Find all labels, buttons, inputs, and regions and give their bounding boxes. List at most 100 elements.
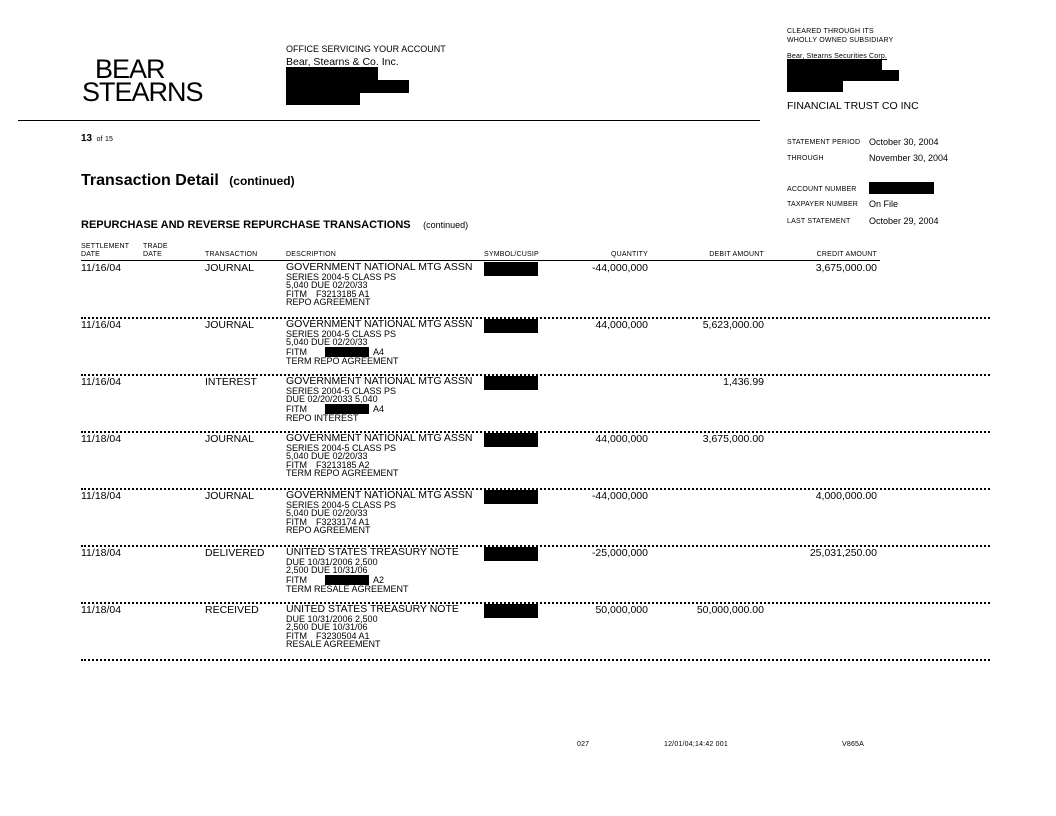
cleared-line: CLEARED THROUGH ITS <box>787 28 874 35</box>
quantity: -25,000,000 <box>591 547 648 559</box>
page-title: Transaction Detail (continued) <box>81 172 295 190</box>
clearing-firm: Bear, Stearns Securities Corp. <box>787 53 888 60</box>
description-line: 2,500 DUE 10/31/06 <box>286 565 368 576</box>
col-description: DESCRIPTION <box>286 251 337 258</box>
col-debit: DEBIT AMOUNT <box>709 251 764 258</box>
taxpayer-label: TAXPAYER NUMBER <box>787 201 859 208</box>
description-line: 5,040 DUE 02/20/33 <box>286 280 368 291</box>
description-line: GOVERNMENT NATIONAL MTG ASSN <box>286 318 473 330</box>
description-line: 5,040 DUE 02/20/33 <box>286 337 368 348</box>
header-rule <box>18 120 760 121</box>
description-line: FITM A4 <box>286 403 473 414</box>
description-line: FITM F3213185 A2 <box>286 459 473 470</box>
period-value: October 30, 2004 <box>869 137 939 147</box>
credit-amount: 4,000,000.00 <box>815 490 877 502</box>
description: UNITED STATES TREASURY NOTE DUE 10/31/200… <box>286 604 459 649</box>
description: GOVERNMENT NATIONAL MTG ASSN SERIES 2004-… <box>286 376 473 423</box>
col-settlement: SETTLEMENT DATE <box>81 243 129 259</box>
fitm-id: F3213185 A2 <box>316 459 370 470</box>
redacted-id <box>325 574 369 585</box>
transaction-type: JOURNAL <box>205 433 255 445</box>
bear-stearns-logo: BEAR STEARNS <box>82 54 204 107</box>
fitm-prefix: FITM <box>286 403 307 414</box>
settlement-date: 11/16/04 <box>81 376 122 388</box>
logo-line-2: STEARNS <box>82 77 204 107</box>
row-separator <box>81 602 990 604</box>
page-total: of 15 <box>96 136 114 143</box>
row-separator <box>81 431 990 433</box>
col-label: DATE <box>81 251 100 258</box>
account-label: ACCOUNT NUMBER <box>787 186 857 193</box>
description-line: RESALE AGREEMENT <box>286 639 381 650</box>
transaction-type: JOURNAL <box>205 262 255 274</box>
settlement-date: 11/18/04 <box>81 433 122 445</box>
last-statement-value: October 29, 2004 <box>869 216 939 226</box>
section-suffix: (continued) <box>423 220 469 230</box>
description: UNITED STATES TREASURY NOTE DUE 10/31/200… <box>286 546 459 594</box>
table-row: 11/16/04 INTEREST GOVERNMENT NATIONAL MTG … <box>81 376 990 433</box>
transaction-type: INTEREST <box>205 376 257 388</box>
col-label: DATE <box>143 251 162 258</box>
redacted-account-number <box>869 182 934 194</box>
logo-line-1: BEAR <box>95 54 166 84</box>
taxpayer-value: On File <box>869 199 899 209</box>
description-line: TERM REPO AGREEMENT <box>286 355 399 366</box>
transaction-type: JOURNAL <box>205 319 255 331</box>
settlement-date: 11/18/04 <box>81 604 122 616</box>
description-line: FITM A2 <box>286 574 459 585</box>
debit-amount: 1,436.99 <box>723 376 764 388</box>
col-transaction: TRANSACTION <box>205 251 258 258</box>
description-line: REPO INTEREST <box>286 412 359 423</box>
description-line: DUE 10/31/2006 2,500 <box>286 557 378 567</box>
account-name: FINANCIAL TRUST CO INC <box>787 100 919 112</box>
redacted-address <box>286 80 409 93</box>
table-row: 11/18/04 DELIVERED UNITED STATES TREASURY … <box>81 547 990 604</box>
table-header-rule <box>81 260 880 261</box>
col-trade: TRADE DATE <box>143 243 168 259</box>
description-line: GOVERNMENT NATIONAL MTG ASSN <box>286 261 473 273</box>
through-value: November 30, 2004 <box>869 153 949 163</box>
col-label: SETTLEMENT <box>81 243 130 250</box>
redacted-address <box>787 60 882 70</box>
col-label: TRADE <box>143 243 168 250</box>
description-line: REPO AGREEMENT <box>286 525 371 536</box>
description-line: UNITED STATES TREASURY NOTE <box>286 546 459 558</box>
settlement-date: 11/16/04 <box>81 319 122 331</box>
redacted-symbol <box>484 547 538 561</box>
cleared-label: CLEARED THROUGH ITS WHOLLY OWNED SUBSIDI… <box>787 27 894 45</box>
redacted-id <box>325 403 369 414</box>
col-quantity: QUANTITY <box>611 251 648 258</box>
fitm-id: F3230504 A1 <box>316 630 370 641</box>
fitm-prefix: FITM <box>286 574 307 585</box>
description-line: FITM F3233174 A1 <box>286 517 473 526</box>
credit-amount: 3,675,000.00 <box>815 262 877 274</box>
description-line: TERM RESALE AGREEMENT <box>286 583 409 594</box>
description-line: SERIES 2004-5 CLASS PS <box>286 500 397 510</box>
row-separator <box>81 659 990 661</box>
settlement-date: 11/18/04 <box>81 490 122 502</box>
settlement-date: 11/16/04 <box>81 262 122 274</box>
transaction-type: JOURNAL <box>205 490 255 502</box>
title-suffix: (continued) <box>229 174 295 188</box>
section-text: REPURCHASE AND REVERSE REPURCHASE TRANSA… <box>81 219 411 231</box>
table-row: 11/18/04 JOURNAL GOVERNMENT NATIONAL MTG A… <box>81 433 990 490</box>
table-row: 11/18/04 JOURNAL GOVERNMENT NATIONAL MTG A… <box>81 490 990 547</box>
office-label: OFFICE SERVICING YOUR ACCOUNT <box>286 44 446 54</box>
footer-code: 027 <box>577 741 590 748</box>
description-line: REPO AGREEMENT <box>286 297 371 308</box>
through-label: THROUGH <box>787 155 824 162</box>
page-number: 13 <box>81 133 93 144</box>
redacted-symbol <box>484 319 538 333</box>
page-indicator: 13 of 15 <box>81 128 113 146</box>
redacted-address <box>787 81 843 92</box>
redacted-id <box>325 346 369 357</box>
title-text: Transaction Detail <box>81 172 219 189</box>
description-line: GOVERNMENT NATIONAL MTG ASSN <box>286 432 473 444</box>
quantity: -44,000,000 <box>591 262 648 274</box>
cleared-line: WHOLLY OWNED SUBSIDIARY <box>787 37 894 44</box>
description-line: DUE 02/20/2033 5,040 <box>286 394 378 405</box>
description-line: SERIES 2004-5 CLASS PS <box>286 329 397 339</box>
description-line: 2,500 DUE 10/31/06 <box>286 622 368 633</box>
description-line: FITM F3213185 A1 <box>286 289 473 298</box>
quantity: 44,000,000 <box>595 433 648 445</box>
